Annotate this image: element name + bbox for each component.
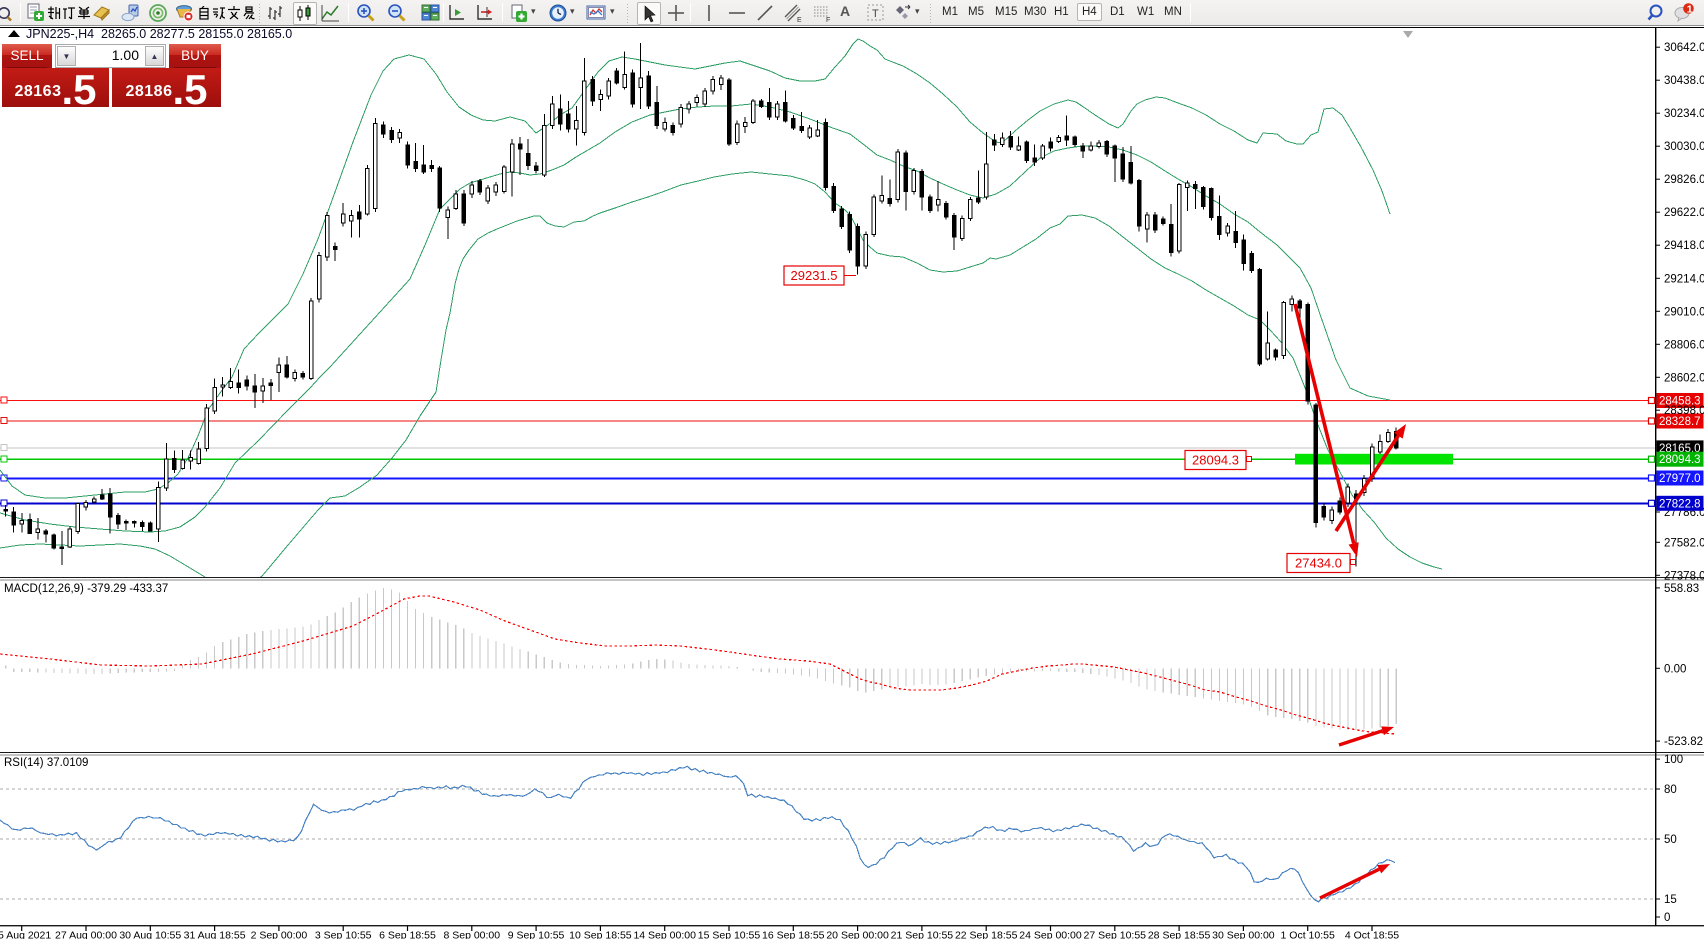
svg-text:4 Oct 18:55: 4 Oct 18:55 [1345, 930, 1399, 939]
svg-text:2 Sep 00:00: 2 Sep 00:00 [251, 930, 308, 939]
svg-text:MACD(12,26,9) -379.29 -433.37: MACD(12,26,9) -379.29 -433.37 [4, 583, 168, 595]
svg-text:28094.3: 28094.3 [1659, 454, 1701, 466]
svg-text:T: T [872, 8, 879, 20]
svg-text:31 Aug 18:55: 31 Aug 18:55 [184, 930, 246, 939]
svg-text:30642.0: 30642.0 [1664, 42, 1704, 54]
svg-text:30030.0: 30030.0 [1664, 141, 1704, 153]
svg-text:80: 80 [1664, 784, 1677, 796]
svg-text:1: 1 [1687, 3, 1693, 15]
svg-text:28328.7: 28328.7 [1659, 416, 1701, 428]
svg-text:3 Sep 10:55: 3 Sep 10:55 [315, 930, 372, 939]
svg-text:28602.0: 28602.0 [1664, 372, 1704, 384]
svg-text:-523.82: -523.82 [1664, 736, 1703, 748]
svg-text:28094.3: 28094.3 [1192, 453, 1239, 468]
svg-text:8 Sep 00:00: 8 Sep 00:00 [443, 930, 500, 939]
svg-text:27582.0: 27582.0 [1664, 537, 1704, 549]
svg-text:29622.0: 29622.0 [1664, 207, 1704, 219]
svg-text:28806.0: 28806.0 [1664, 339, 1704, 351]
svg-text:27822.8: 27822.8 [1659, 498, 1701, 510]
svg-text:9 Sep 10:55: 9 Sep 10:55 [508, 930, 565, 939]
svg-text:21 Sep 10:55: 21 Sep 10:55 [891, 930, 954, 939]
svg-text:15 Sep 10:55: 15 Sep 10:55 [698, 930, 761, 939]
svg-text:100: 100 [1664, 754, 1683, 766]
svg-text:28398.0: 28398.0 [1664, 405, 1704, 417]
svg-text:JPN225-,H4 28265.0 28277.5 28: JPN225-,H4 28265.0 28277.5 28155.0 28165… [26, 27, 292, 41]
svg-text:25 Aug 2021: 25 Aug 2021 [0, 930, 51, 939]
svg-text:22 Sep 18:55: 22 Sep 18:55 [955, 930, 1018, 939]
svg-text:30438.0: 30438.0 [1664, 75, 1704, 87]
svg-text:RSI(14) 37.0109: RSI(14) 37.0109 [4, 757, 88, 769]
svg-text:29010.0: 29010.0 [1664, 306, 1704, 318]
svg-text:27378.0: 27378.0 [1664, 570, 1704, 582]
svg-text:6 Sep 18:55: 6 Sep 18:55 [379, 930, 436, 939]
svg-text:0: 0 [1664, 912, 1670, 924]
svg-text:1 Oct 10:55: 1 Oct 10:55 [1281, 930, 1335, 939]
svg-text:0.00: 0.00 [1664, 663, 1686, 675]
svg-text:30 Aug 10:55: 30 Aug 10:55 [119, 930, 181, 939]
svg-text:14 Sep 00:00: 14 Sep 00:00 [633, 930, 696, 939]
svg-text:24 Sep 00:00: 24 Sep 00:00 [1019, 930, 1082, 939]
svg-text:27434.0: 27434.0 [1295, 556, 1342, 571]
svg-text:50: 50 [1664, 834, 1677, 846]
svg-text:30234.0: 30234.0 [1664, 108, 1704, 120]
svg-text:F: F [826, 17, 830, 23]
svg-text:20 Sep 00:00: 20 Sep 00:00 [826, 930, 889, 939]
svg-text:27 Sep 10:55: 27 Sep 10:55 [1084, 930, 1147, 939]
svg-text:27977.0: 27977.0 [1659, 473, 1701, 485]
svg-text:29214.0: 29214.0 [1664, 273, 1704, 285]
svg-text:30 Sep 00:00: 30 Sep 00:00 [1212, 930, 1275, 939]
svg-text:15: 15 [1664, 894, 1677, 906]
svg-text:10 Sep 18:55: 10 Sep 18:55 [569, 930, 632, 939]
svg-text:E: E [797, 17, 802, 23]
svg-text:29231.5: 29231.5 [791, 268, 838, 283]
svg-text:27 Aug 00:00: 27 Aug 00:00 [55, 930, 117, 939]
svg-text:558.83: 558.83 [1664, 583, 1699, 595]
svg-text:28 Sep 18:55: 28 Sep 18:55 [1148, 930, 1211, 939]
svg-text:16 Sep 18:55: 16 Sep 18:55 [762, 930, 825, 939]
svg-text:29826.0: 29826.0 [1664, 174, 1704, 186]
svg-text:29418.0: 29418.0 [1664, 240, 1704, 252]
svg-text:28458.3: 28458.3 [1659, 396, 1701, 408]
